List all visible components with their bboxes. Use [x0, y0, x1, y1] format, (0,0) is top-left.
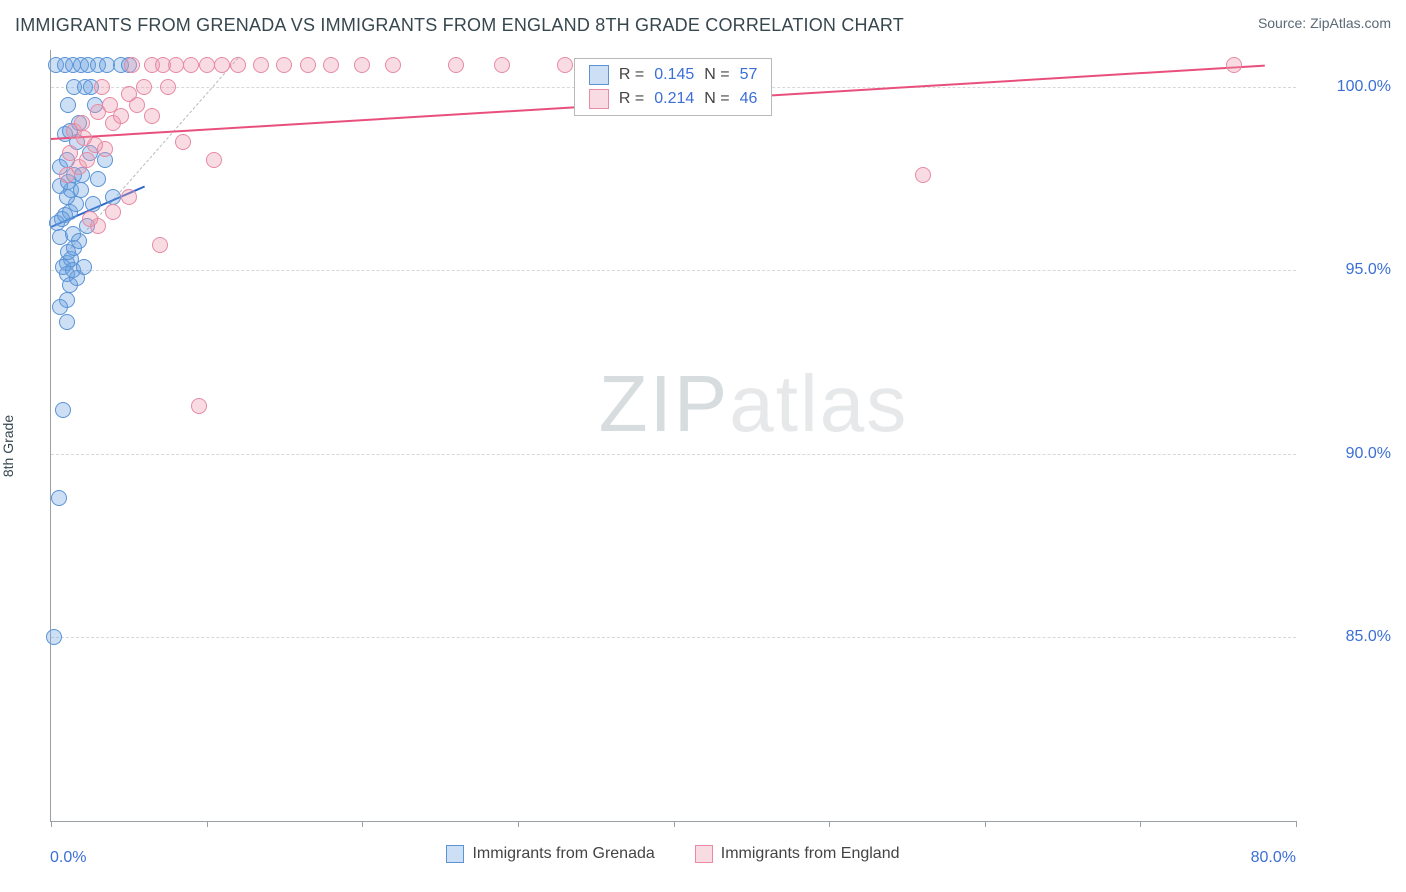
gridline-h — [51, 454, 1296, 455]
data-point-england — [79, 152, 95, 168]
y-tick-label: 90.0% — [1306, 445, 1391, 463]
data-point-england — [206, 152, 222, 168]
chart-title: IMMIGRANTS FROM GRENADA VS IMMIGRANTS FR… — [15, 15, 904, 36]
data-point-england — [62, 145, 78, 161]
legend-label-grenada: Immigrants from Grenada — [472, 845, 654, 863]
data-point-england — [1226, 57, 1242, 73]
data-point-england — [191, 398, 207, 414]
data-point-england — [102, 97, 118, 113]
rbox-n-label: N = — [704, 66, 729, 84]
y-tick-label: 100.0% — [1306, 78, 1391, 96]
x-tick-mark — [1140, 821, 1141, 827]
data-point-grenada — [60, 97, 76, 113]
watermark: ZIPatlas — [599, 358, 908, 450]
rbox-r-label: R = — [619, 90, 644, 108]
data-point-grenada — [46, 629, 62, 645]
correlation-box: R = 0.145 N = 57 R = 0.214 N = 46 — [574, 58, 773, 116]
watermark-zip: ZIP — [599, 359, 729, 448]
data-point-england — [494, 57, 510, 73]
y-axis-label: 8th Grade — [0, 415, 16, 477]
rbox-r-value-england: 0.214 — [654, 90, 694, 108]
y-tick-label: 85.0% — [1306, 628, 1391, 646]
data-point-england — [199, 57, 215, 73]
x-tick-mark — [362, 821, 363, 827]
x-axis-region: 0.0% Immigrants from Grenada Immigrants … — [50, 837, 1296, 877]
plot-area: ZIPatlas 85.0%90.0%95.0%100.0%R =0.145N … — [50, 50, 1296, 822]
data-point-england — [136, 79, 152, 95]
gridline-h — [51, 270, 1296, 271]
data-point-england — [144, 108, 160, 124]
data-point-grenada — [52, 299, 68, 315]
y-tick-label: 95.0% — [1306, 261, 1391, 279]
data-point-england — [121, 189, 137, 205]
data-point-england — [230, 57, 246, 73]
legend-swatch-england — [695, 845, 713, 863]
data-point-grenada — [71, 233, 87, 249]
data-point-grenada — [51, 490, 67, 506]
data-point-england — [124, 57, 140, 73]
data-point-england — [354, 57, 370, 73]
rbox-n-value-england: 46 — [740, 90, 758, 108]
x-tick-mark — [985, 821, 986, 827]
data-point-england — [175, 134, 191, 150]
rbox-n-label: N = — [704, 90, 729, 108]
data-point-grenada — [76, 259, 92, 275]
data-point-grenada — [59, 314, 75, 330]
x-tick-mark — [51, 821, 52, 827]
data-point-grenada — [54, 211, 70, 227]
data-point-england — [94, 79, 110, 95]
legend-swatch-grenada — [446, 845, 464, 863]
data-point-england — [183, 57, 199, 73]
data-point-england — [915, 167, 931, 183]
source-attribution: Source: ZipAtlas.com — [1258, 15, 1391, 31]
rbox-swatch-england — [589, 89, 609, 109]
x-tick-end: 80.0% — [1251, 849, 1296, 867]
watermark-atlas: atlas — [729, 359, 908, 448]
data-point-england — [276, 57, 292, 73]
legend-item-england: Immigrants from England — [695, 845, 900, 863]
data-point-grenada — [85, 196, 101, 212]
data-point-england — [121, 86, 137, 102]
data-point-england — [300, 57, 316, 73]
legend-label-england: Immigrants from England — [721, 845, 900, 863]
data-point-grenada — [90, 171, 106, 187]
data-point-england — [155, 57, 171, 73]
data-point-england — [160, 79, 176, 95]
data-point-grenada — [55, 402, 71, 418]
data-point-england — [105, 204, 121, 220]
data-point-england — [253, 57, 269, 73]
x-tick-mark — [207, 821, 208, 827]
data-point-england — [214, 57, 230, 73]
data-point-grenada — [105, 189, 121, 205]
rbox-r-value-grenada: 0.145 — [654, 66, 694, 84]
data-point-england — [385, 57, 401, 73]
data-point-england — [323, 57, 339, 73]
x-tick-mark — [518, 821, 519, 827]
x-tick-mark — [829, 821, 830, 827]
data-point-england — [448, 57, 464, 73]
data-point-england — [152, 237, 168, 253]
gridline-h — [51, 637, 1296, 638]
rbox-n-value-grenada: 57 — [740, 66, 758, 84]
data-point-england — [82, 211, 98, 227]
bottom-legend: Immigrants from Grenada Immigrants from … — [50, 845, 1296, 863]
data-point-england — [74, 115, 90, 131]
legend-item-grenada: Immigrants from Grenada — [446, 845, 654, 863]
rbox-r-label: R = — [619, 66, 644, 84]
data-point-england — [76, 130, 92, 146]
x-tick-mark — [674, 821, 675, 827]
data-point-england — [557, 57, 573, 73]
rbox-swatch-grenada — [589, 65, 609, 85]
x-tick-mark — [1296, 821, 1297, 827]
